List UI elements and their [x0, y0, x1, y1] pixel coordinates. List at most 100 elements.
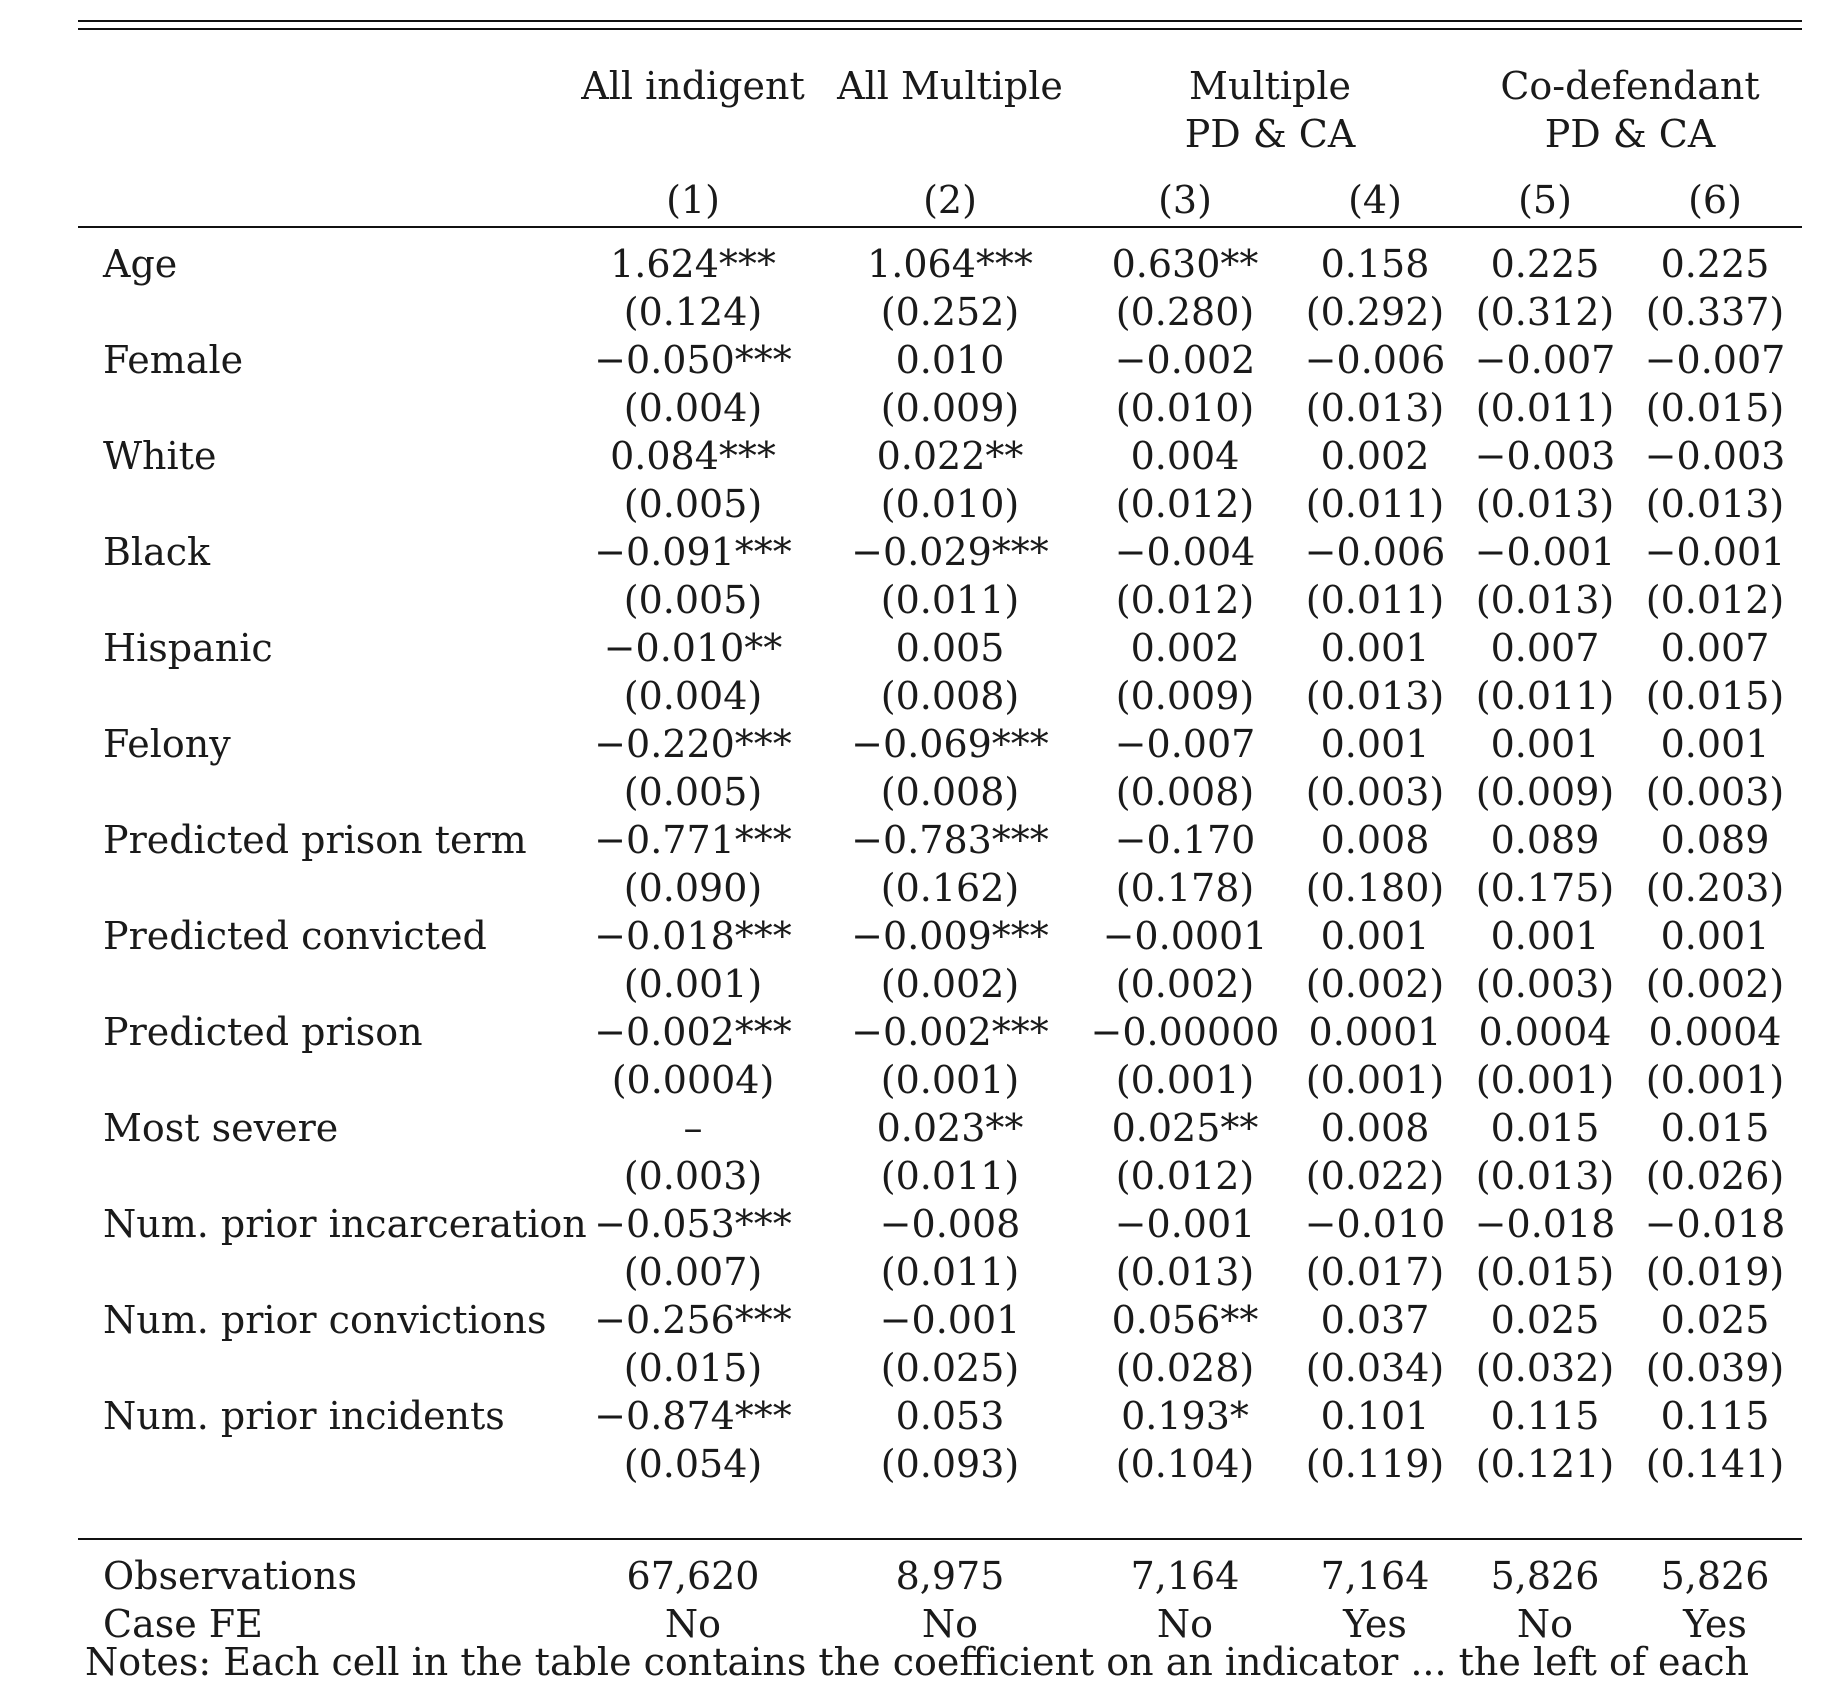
top-rule-1	[78, 20, 1802, 22]
std-error-cell: (0.178)	[1115, 866, 1255, 910]
std-error-cell: (0.012)	[1115, 1154, 1255, 1198]
std-error-cell: (0.002)	[1305, 962, 1445, 1006]
row-label: Num. prior convictions	[103, 1298, 547, 1342]
std-error-cell: (0.025)	[880, 1346, 1020, 1390]
std-error-cell: (0.009)	[1115, 674, 1255, 718]
header-rule	[78, 226, 1802, 228]
std-error-cell: (0.034)	[1305, 1346, 1445, 1390]
std-error-cell: (0.015)	[1475, 1250, 1615, 1294]
coefficient-cell: 0.084***	[610, 434, 776, 478]
row-label: White	[103, 434, 217, 478]
column-number: (6)	[1688, 178, 1742, 222]
coefficient-cell: 0.001	[1490, 722, 1600, 766]
std-error-cell: (0.002)	[1645, 962, 1785, 1006]
coefficient-cell: −0.002	[1114, 338, 1256, 382]
coefficient-cell: 0.001	[1660, 914, 1770, 958]
std-error-cell: (0.003)	[623, 1154, 763, 1198]
row-label: Num. prior incidents	[103, 1394, 505, 1438]
std-error-cell: (0.013)	[1305, 674, 1445, 718]
coefficient-cell: −0.001	[1114, 1202, 1256, 1246]
coefficient-cell: −0.007	[1644, 338, 1786, 382]
coefficient-cell: −0.00000	[1090, 1010, 1280, 1054]
column-group-subheader: PD & CA	[1544, 112, 1716, 156]
std-error-cell: (0.337)	[1645, 290, 1785, 334]
row-label: Predicted prison term	[103, 818, 527, 862]
std-error-cell: (0.009)	[880, 386, 1020, 430]
column-number: (2)	[923, 178, 977, 222]
std-error-cell: (0.001)	[623, 962, 763, 1006]
row-label: Hispanic	[103, 626, 273, 670]
std-error-cell: (0.141)	[1645, 1442, 1785, 1486]
coefficient-cell: 0.015	[1660, 1106, 1770, 1150]
column-group-header: All Multiple	[837, 64, 1063, 108]
coefficient-cell: 0.053	[895, 1394, 1005, 1438]
coefficient-cell: −0.029***	[851, 530, 1049, 574]
coefficient-cell: 0.005	[895, 626, 1005, 670]
row-label: Black	[103, 530, 211, 574]
std-error-cell: (0.001)	[1475, 1058, 1615, 1102]
coefficient-cell: −0.007	[1474, 338, 1616, 382]
column-number: (1)	[666, 178, 720, 222]
row-label: Predicted convicted	[103, 914, 487, 958]
coefficient-cell: −0.004	[1114, 530, 1256, 574]
coefficient-cell: 0.037	[1320, 1298, 1430, 1342]
coefficient-cell: −0.001	[1474, 530, 1616, 574]
std-error-cell: (0.013)	[1305, 386, 1445, 430]
top-rule-2	[78, 28, 1802, 30]
coefficient-cell: −0.010	[1304, 1202, 1446, 1246]
row-label: Predicted prison	[103, 1010, 423, 1054]
std-error-cell: (0.013)	[1115, 1250, 1255, 1294]
coefficient-cell: 0.225	[1490, 242, 1600, 286]
coefficient-cell: −0.053***	[594, 1202, 792, 1246]
std-error-cell: (0.017)	[1305, 1250, 1445, 1294]
std-error-cell: (0.292)	[1305, 290, 1445, 334]
coefficient-cell: −0.069***	[851, 722, 1049, 766]
coefficient-cell: 0.0004	[1648, 1010, 1782, 1054]
coefficient-cell: −0.001	[1644, 530, 1786, 574]
column-group-subheader: PD & CA	[1184, 112, 1356, 156]
std-error-cell: (0.001)	[1305, 1058, 1445, 1102]
std-error-cell: (0.002)	[1115, 962, 1255, 1006]
footer-value: 5,826	[1660, 1554, 1770, 1598]
coefficient-cell: 0.225	[1660, 242, 1770, 286]
std-error-cell: (0.011)	[880, 1154, 1020, 1198]
std-error-cell: (0.010)	[1115, 386, 1255, 430]
coefficient-cell: 0.025	[1490, 1298, 1600, 1342]
coefficient-cell: 0.008	[1320, 1106, 1430, 1150]
coefficient-cell: −0.091***	[594, 530, 792, 574]
std-error-cell: (0.012)	[1115, 482, 1255, 526]
std-error-cell: (0.203)	[1645, 866, 1785, 910]
coefficient-cell: −0.003	[1644, 434, 1786, 478]
coefficient-cell: 0.158	[1320, 242, 1430, 286]
std-error-cell: (0.162)	[880, 866, 1020, 910]
coefficient-cell: 0.008	[1320, 818, 1430, 862]
coefficient-cell: −0.256***	[594, 1298, 792, 1342]
footer-value: No	[1156, 1602, 1214, 1646]
coefficient-cell: 0.015	[1490, 1106, 1600, 1150]
coefficient-cell: −0.007	[1114, 722, 1256, 766]
std-error-cell: (0.013)	[1475, 482, 1615, 526]
std-error-cell: (0.010)	[880, 482, 1020, 526]
coefficient-cell: −0.170	[1114, 818, 1256, 862]
coefficient-cell: −0.220***	[594, 722, 792, 766]
coefficient-cell: 1.624***	[610, 242, 776, 286]
coefficient-cell: −0.006	[1304, 530, 1446, 574]
coefficient-cell: 0.007	[1660, 626, 1770, 670]
std-error-cell: (0.054)	[623, 1442, 763, 1486]
coefficient-cell: −0.050***	[594, 338, 792, 382]
coefficient-cell: −0.874***	[594, 1394, 792, 1438]
std-error-cell: (0.005)	[623, 578, 763, 622]
footer-rule	[78, 1538, 1802, 1540]
coefficient-cell: 0.115	[1490, 1394, 1600, 1438]
coefficient-cell: −0.001	[879, 1298, 1021, 1342]
column-number: (4)	[1348, 178, 1402, 222]
std-error-cell: (0.004)	[623, 386, 763, 430]
std-error-cell: (0.011)	[880, 578, 1020, 622]
std-error-cell: (0.013)	[1475, 578, 1615, 622]
coefficient-cell: 0.115	[1660, 1394, 1770, 1438]
std-error-cell: (0.104)	[1115, 1442, 1255, 1486]
coefficient-cell: 0.0004	[1478, 1010, 1612, 1054]
std-error-cell: (0.039)	[1645, 1346, 1785, 1390]
footer-value: No	[1516, 1602, 1574, 1646]
std-error-cell: (0.124)	[623, 290, 763, 334]
